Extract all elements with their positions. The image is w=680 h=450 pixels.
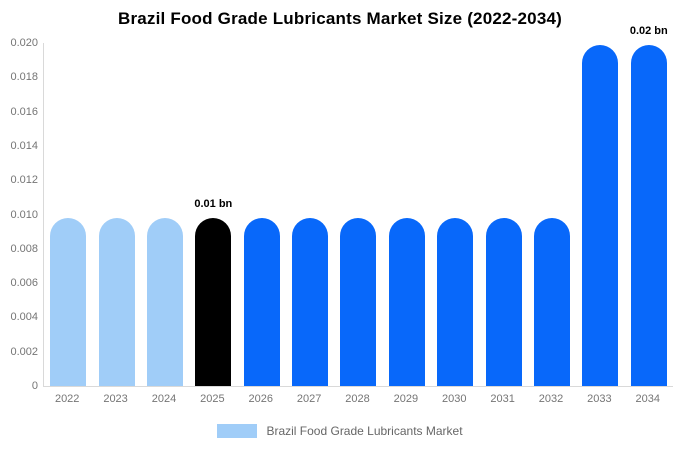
y-tick-label: 0.008 [10,242,38,255]
y-tick-label: 0.014 [10,139,38,152]
legend-swatch [217,424,258,438]
bar-value-label-2034: 0.02 bn [629,24,668,37]
bar-2030[interactable] [437,217,474,386]
bar-2031[interactable] [485,217,522,386]
y-axis: 0 0.002 0.004 0.006 0.008 0.010 0.012 0.014 0.01… [0,37,38,392]
y-tick-label: 0 [31,380,38,392]
bar-2025[interactable] [195,217,232,386]
bar-slot-2025: 0.01 bn [189,43,237,386]
bar-2026[interactable] [243,217,280,386]
legend-item[interactable]: Brazil Food Grade Lubricants Market [217,424,463,438]
x-tick-label-2031: 2031 [490,393,515,405]
bar-slot-2031 [479,43,527,386]
chart-title: Brazil Food Grade Lubricants Market Size… [117,9,563,28]
bar-slot-2033 [576,43,624,386]
x-tick-label-2027: 2027 [296,393,322,405]
x-tick-label-2025: 2025 [200,393,225,405]
bar-slot-2029 [383,43,431,386]
x-tick-label-2023: 2023 [103,393,128,405]
y-tick-label: 0.006 [10,277,38,290]
x-tick-label-2024: 2024 [151,393,177,405]
bar-slot-2026 [238,43,286,386]
bar-slot-2028 [334,43,382,386]
bar-slot-2024 [141,43,189,386]
y-tick-label: 0.002 [10,345,38,358]
bar-slot-2034: 0.02 bn [625,25,673,386]
x-axis: 2022 2023 2024 2025 2026 2027 2028 2029 2030 2031… [43,393,672,409]
y-tick-label: 0.012 [10,174,38,187]
x-tick-label-2032: 2032 [538,393,564,405]
x-tick-label-2022: 2022 [54,393,80,405]
bar-2033[interactable] [582,44,619,386]
bar-value-label-2025: 0.01 bn [194,197,233,210]
legend-label: Brazil Food Grade Lubricants Market [266,424,463,438]
bar-slot-2027 [286,43,334,386]
bar-2027[interactable] [292,217,329,386]
bar-slot-2030 [431,43,479,386]
y-tick-label: 0.020 [10,37,38,49]
y-tick-label: 0.010 [10,208,38,221]
bar-slot-2023 [92,43,140,386]
x-tick-label-2029: 2029 [393,393,419,405]
y-tick-label: 0.004 [10,311,38,324]
bar-2028[interactable] [340,217,377,386]
bar-2029[interactable] [388,217,425,386]
x-tick-label-2030: 2030 [442,393,467,405]
plot-area: 0.01 bn 0.02 bn [43,25,673,387]
bar-2034[interactable] [630,44,667,386]
y-tick-label: 0.016 [10,105,38,118]
bar-slot-2022 [44,43,92,386]
x-tick-label-2028: 2028 [345,393,370,405]
bar-slot-2032 [528,43,576,386]
bar-2024[interactable] [146,217,183,386]
x-tick-label-2026: 2026 [248,393,273,405]
legend: Brazil Food Grade Lubricants Market [0,424,680,438]
bar-2022[interactable] [50,217,87,386]
x-tick-label-2034: 2034 [635,393,661,405]
bar-2023[interactable] [98,217,135,386]
x-tick-label-2033: 2033 [587,393,612,405]
bar-2032[interactable] [534,217,571,386]
y-tick-label: 0.018 [10,71,38,84]
